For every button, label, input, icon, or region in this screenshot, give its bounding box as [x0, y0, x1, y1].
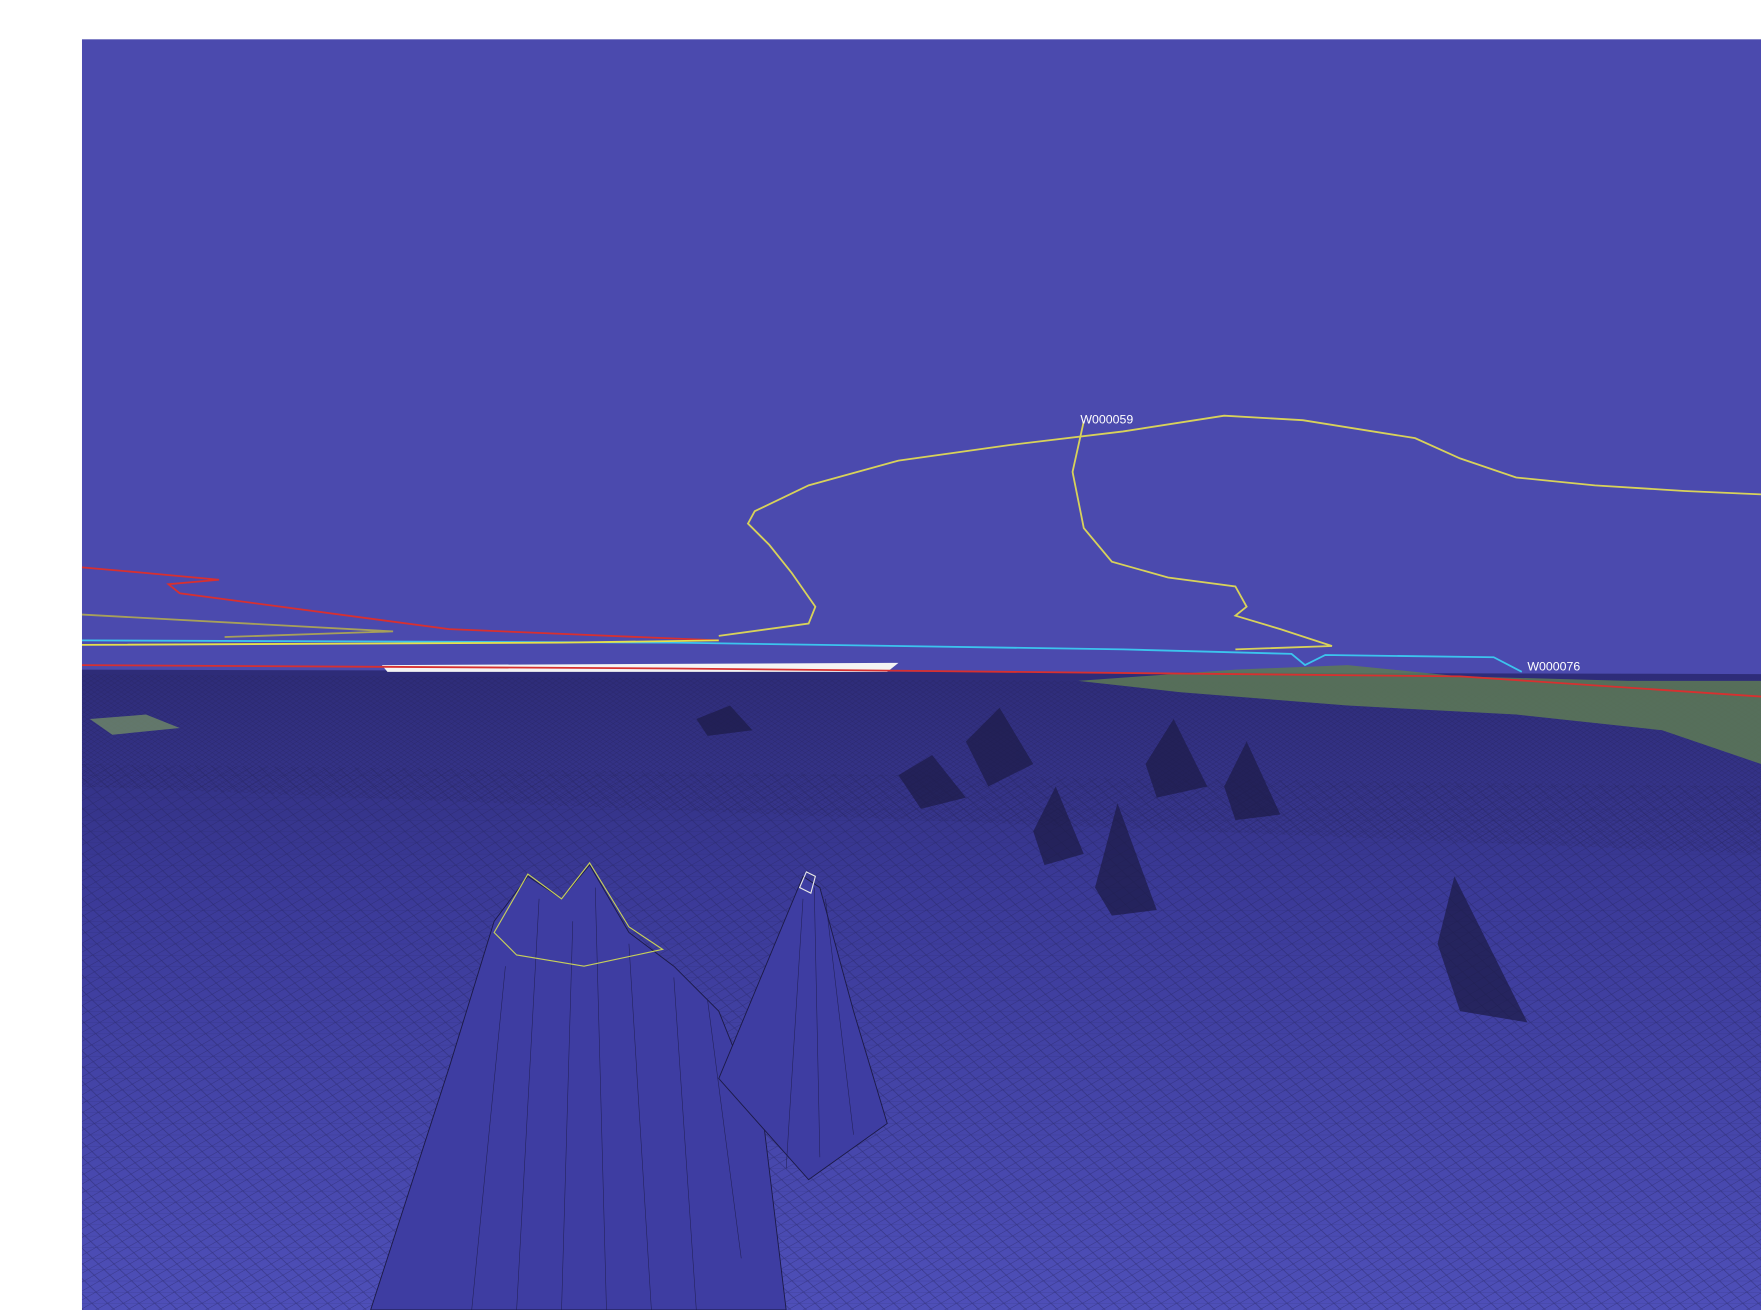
track-yellow-3 [81, 639, 719, 646]
seamounts [370, 864, 888, 1310]
seamount-summit [493, 861, 665, 967]
track-cyan [81, 639, 1523, 673]
terrain-mesh [81, 763, 1761, 1310]
track-red [81, 566, 719, 642]
land [1078, 665, 1761, 764]
track-red-2 [81, 664, 1761, 698]
waypoint-label: W000076 [1527, 660, 1580, 674]
waypoint-label: W000059 [1080, 413, 1133, 427]
track-yellow-2 [1071, 421, 1333, 651]
track-olive [81, 613, 394, 638]
track-yellow [718, 414, 1761, 637]
land [89, 714, 180, 735]
ridges [696, 705, 1528, 1023]
seamount-wires [471, 887, 854, 1310]
summit-marker [798, 871, 817, 894]
